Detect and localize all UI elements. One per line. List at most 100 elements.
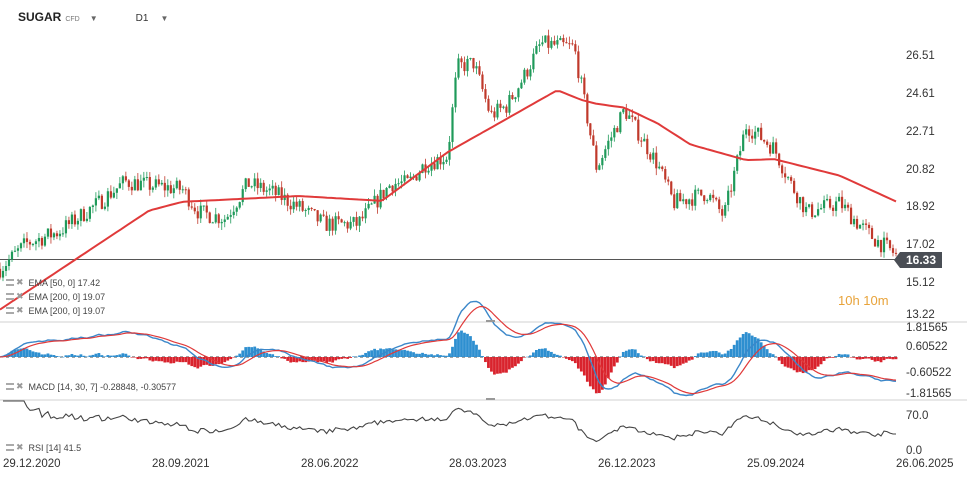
candle-body	[514, 97, 517, 100]
symbol-name[interactable]: SUGAR	[18, 10, 62, 24]
candle-body	[49, 228, 53, 238]
macd-histogram-bar	[19, 348, 23, 357]
candle-body	[891, 248, 895, 253]
candle-body	[19, 243, 23, 249]
candle-body	[463, 62, 466, 72]
macd-histogram-bar	[729, 348, 733, 357]
indicator-value: 19.07	[82, 305, 106, 316]
indicator-ema-200: ✖ EMA [200, 0] 19.07	[6, 305, 105, 316]
candle-body	[876, 240, 880, 247]
timeframe-selector[interactable]: D1	[135, 13, 149, 24]
candle-body	[133, 179, 136, 191]
candle-body	[340, 219, 343, 223]
candle-body	[310, 207, 313, 209]
macd-histogram-bar	[445, 355, 448, 357]
close-icon[interactable]: ✖	[16, 291, 24, 301]
candle-body	[478, 66, 481, 75]
close-icon[interactable]: ✖	[16, 277, 24, 287]
macd-histogram-bar	[49, 354, 53, 357]
macd-histogram-bar	[681, 357, 685, 364]
macd-histogram-bar	[370, 350, 373, 357]
candle-body	[697, 189, 700, 191]
candle-body	[349, 221, 352, 229]
close-icon[interactable]: ✖	[16, 442, 24, 452]
candle-body	[849, 207, 853, 225]
candle-body	[175, 180, 178, 189]
candle-body	[748, 129, 751, 136]
settings-icon[interactable]	[6, 444, 14, 451]
date-axis-label: 25.09.2024	[747, 458, 805, 470]
macd-histogram-bar	[885, 357, 889, 359]
candle-body	[172, 188, 175, 194]
macd-histogram-bar	[283, 357, 287, 359]
macd-histogram-bar	[388, 348, 391, 357]
candle-body	[88, 206, 91, 219]
candle-body	[295, 201, 298, 207]
candle-body	[553, 40, 556, 45]
macd-histogram-bar	[606, 357, 610, 379]
candle-body	[888, 240, 892, 249]
candle-body	[652, 152, 655, 160]
candle-body	[640, 140, 643, 142]
macd-histogram-bar	[7, 352, 11, 357]
candle-body	[442, 161, 445, 165]
macd-histogram-bar	[588, 357, 592, 387]
macd-histogram-bar	[651, 357, 655, 362]
macd-histogram-bar	[642, 356, 646, 357]
candle-body	[475, 66, 478, 69]
macd-histogram-bar	[85, 356, 89, 358]
candle-body	[763, 139, 766, 142]
macd-histogram-bar	[600, 357, 604, 390]
settings-icon[interactable]	[6, 307, 14, 314]
candle-body	[124, 176, 127, 181]
candle-body	[745, 129, 748, 135]
macd-histogram-bar	[319, 357, 323, 362]
macd-histogram-bar	[76, 355, 80, 357]
settings-icon[interactable]	[6, 293, 14, 300]
timeframe-dropdown-icon[interactable]: ▼	[160, 14, 169, 23]
macd-histogram-bar	[166, 357, 170, 363]
close-icon[interactable]: ✖	[16, 305, 24, 315]
settings-icon[interactable]	[6, 383, 14, 390]
macd-histogram-bar	[840, 354, 844, 357]
candle-body	[721, 209, 724, 216]
candle-body	[238, 202, 241, 208]
candle-body	[655, 152, 658, 169]
candle-body	[388, 185, 391, 188]
candle-body	[85, 218, 89, 221]
candle-body	[769, 144, 772, 154]
candle-body	[733, 170, 736, 192]
candle-body	[31, 244, 35, 246]
indicator-value: -0.28848,	[100, 381, 139, 392]
candle-body	[52, 233, 56, 238]
close-icon[interactable]: ✖	[16, 381, 24, 391]
macd-histogram-bar	[247, 346, 251, 357]
macd-histogram-bar	[91, 354, 95, 357]
macd-histogram-bar	[807, 357, 811, 371]
macd-histogram-bar	[73, 355, 77, 357]
current-price-badge: 16.33	[894, 252, 942, 268]
candle-body	[316, 210, 319, 222]
macd-histogram-bar	[70, 353, 74, 357]
candle-body	[298, 201, 301, 207]
macd-histogram-bar	[160, 357, 164, 362]
candle-body	[226, 216, 229, 220]
macd-histogram-bar	[615, 357, 619, 363]
panel-resize-handle[interactable]	[486, 320, 495, 322]
candle-body	[247, 178, 250, 187]
candle-body	[781, 165, 784, 174]
symbol-dropdown-icon[interactable]: ▼	[89, 14, 98, 23]
macd-histogram-bar	[10, 350, 14, 357]
macd-histogram-bar	[891, 357, 895, 360]
macd-histogram-bar	[621, 351, 625, 357]
macd-histogram-bar	[517, 357, 520, 364]
price-axis-label: 26.51	[906, 50, 935, 62]
candle-body	[712, 194, 715, 198]
candle-body	[223, 219, 226, 222]
panel-resize-handle[interactable]	[486, 398, 495, 400]
candle-body	[481, 74, 484, 90]
macd-histogram-bar	[448, 353, 451, 357]
settings-icon[interactable]	[6, 279, 14, 286]
candle-body	[867, 224, 871, 229]
